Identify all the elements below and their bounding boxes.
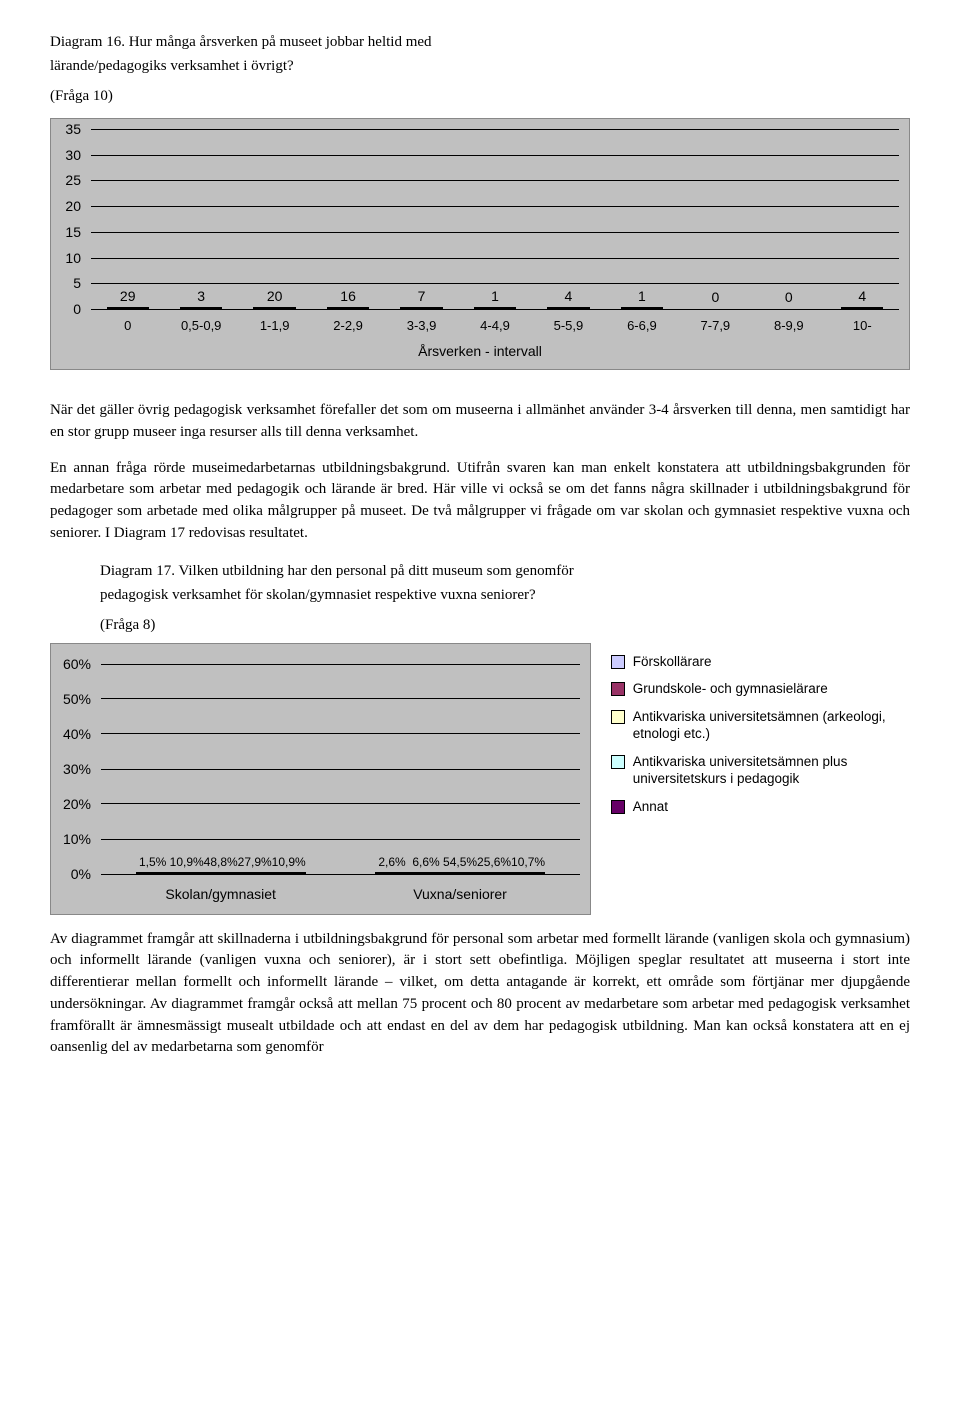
chart1-ytick-label: 10: [65, 250, 81, 266]
chart2-gridline: [101, 664, 580, 665]
legend-label: Förskollärare: [633, 653, 712, 671]
chart1-xtick-label: 10-: [826, 318, 899, 333]
chart1-title-line1: Diagram 16. Hur många årsverken på musee…: [50, 34, 432, 50]
legend-label: Antikvariska universitetsämnen plus univ…: [633, 753, 910, 788]
legend-swatch: [611, 710, 625, 724]
chart1-xtick-label: 0,5-0,9: [164, 318, 237, 333]
chart1-value-label: 1: [491, 288, 499, 304]
legend-swatch: [611, 682, 625, 696]
legend-item: Grundskole- och gymnasielärare: [611, 680, 910, 698]
chart1-value-label: 16: [340, 288, 356, 304]
chart2-xtick-label: Skolan/gymnasiet: [101, 886, 340, 902]
legend-swatch: [611, 755, 625, 769]
chart2-value-label: 10,9%: [170, 855, 204, 869]
chart2-gridline: [101, 874, 580, 875]
chart1-gridline: [91, 180, 899, 181]
chart1-xaxis-title: Årsverken - intervall: [51, 343, 909, 359]
legend-label: Grundskole- och gymnasielärare: [633, 680, 828, 698]
chart2-ytick-label: 60%: [63, 656, 91, 672]
chart1-gridline: [91, 155, 899, 156]
chart2-value-label: 2,6%: [378, 855, 405, 869]
legend-item: Antikvariska universitetsämnen plus univ…: [611, 753, 910, 788]
chart1-ytick-label: 0: [73, 301, 81, 317]
legend-item: Förskollärare: [611, 653, 910, 671]
chart1-xtick-label: 5-5,9: [532, 318, 605, 333]
chart2-gridline: [101, 803, 580, 804]
chart2-value-label: 48,8%: [204, 855, 238, 869]
chart1-value-label: 0: [711, 289, 719, 305]
chart2-ytick-label: 50%: [63, 691, 91, 707]
legend-swatch: [611, 655, 625, 669]
chart2-gridline: [101, 769, 580, 770]
legend-label: Annat: [633, 798, 668, 816]
chart2-value-label: 6,6%: [412, 855, 439, 869]
chart2-value-label: 1,5%: [139, 855, 166, 869]
chart2-ytick-label: 10%: [63, 831, 91, 847]
chart1-xtick-label: 6-6,9: [605, 318, 678, 333]
chart1-xtick-label: 4-4,9: [458, 318, 531, 333]
chart2-value-label: 27,9%: [238, 855, 272, 869]
chart1-xtick-label: 1-1,9: [238, 318, 311, 333]
chart2-ytick-label: 40%: [63, 726, 91, 742]
chart2-value-label: 25,6%: [477, 855, 511, 869]
chart2-xtick-label: Vuxna/seniorer: [340, 886, 579, 902]
chart1-value-label: 4: [858, 288, 866, 304]
chart1-gridline: [91, 309, 899, 310]
chart1-gridline: [91, 258, 899, 259]
chart1-value-label: 7: [418, 288, 426, 304]
paragraph-3: Av diagrammet framgår att skillnaderna i…: [50, 929, 910, 1060]
paragraph-2: En annan fråga rörde museimedarbetarnas …: [50, 458, 910, 545]
chart2: 0%10%20%30%40%50%60% 1,5%10,9%48,8%27,9%…: [50, 643, 910, 915]
chart1-title: Diagram 16. Hur många årsverken på musee…: [50, 30, 910, 78]
chart1-ytick-label: 5: [73, 275, 81, 291]
chart1-ytick-label: 20: [65, 198, 81, 214]
paragraph-1: När det gäller övrig pedagogisk verksamh…: [50, 400, 910, 444]
chart1-title-line2: lärande/pedagogiks verksamhet i övrigt?: [50, 58, 294, 74]
chart2-gridline: [101, 698, 580, 699]
chart1-ytick-label: 35: [65, 121, 81, 137]
chart2-value-label: 54,5%: [443, 855, 477, 869]
chart2-ytick-label: 0%: [71, 866, 91, 882]
chart1-gridline: [91, 232, 899, 233]
legend-label: Antikvariska universitetsämnen (arkeolog…: [633, 708, 910, 743]
chart1-gridline: [91, 129, 899, 130]
chart1-value-label: 0: [785, 289, 793, 305]
chart1-value-label: 1: [638, 288, 646, 304]
chart2-ytick-label: 20%: [63, 796, 91, 812]
chart1-value-label: 29: [120, 288, 136, 304]
chart1-gridline: [91, 283, 899, 284]
chart2-title: Diagram 17. Vilken utbildning har den pe…: [100, 559, 910, 607]
legend-item: Antikvariska universitetsämnen (arkeolog…: [611, 708, 910, 743]
chart1-gridline: [91, 206, 899, 207]
chart1-xtick-label: 0: [91, 318, 164, 333]
chart1-value-label: 4: [565, 288, 573, 304]
chart1-ytick-label: 30: [65, 147, 81, 163]
chart1-value-label: 20: [267, 288, 283, 304]
legend-swatch: [611, 800, 625, 814]
chart1-xtick-label: 3-3,9: [385, 318, 458, 333]
chart1-xtick-label: 7-7,9: [679, 318, 752, 333]
chart2-value-label: 10,7%: [511, 855, 545, 869]
chart2-gridline: [101, 839, 580, 840]
chart2-ytick-label: 30%: [63, 761, 91, 777]
chart2-gridline: [101, 733, 580, 734]
chart2-subtitle: (Fråga 8): [100, 613, 910, 637]
chart1-ytick-label: 25: [65, 172, 81, 188]
legend-item: Annat: [611, 798, 910, 816]
chart1-ytick-label: 15: [65, 224, 81, 240]
chart1-xtick-label: 2-2,9: [311, 318, 384, 333]
chart2-value-label: 10,9%: [272, 855, 306, 869]
chart1-subtitle: (Fråga 10): [50, 84, 910, 108]
chart2-title-line2: pedagogisk verksamhet för skolan/gymnasi…: [100, 587, 536, 603]
chart2-legend: Förskollärare Grundskole- och gymnasielär…: [611, 643, 910, 826]
chart1-value-label: 3: [197, 288, 205, 304]
chart2-title-line1: Diagram 17. Vilken utbildning har den pe…: [100, 563, 574, 579]
chart1: 05101520253035 29320167141004 00,5-0,91-…: [50, 118, 910, 370]
chart1-xtick-label: 8-9,9: [752, 318, 825, 333]
